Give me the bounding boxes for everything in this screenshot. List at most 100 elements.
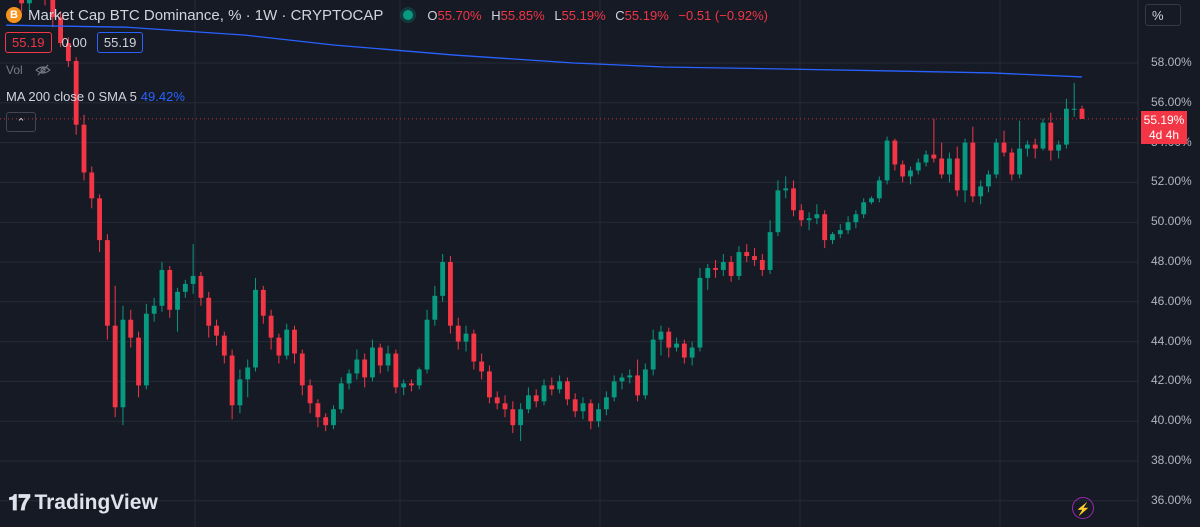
y-tick-label: 50.00% <box>1151 214 1192 229</box>
candle-body <box>869 198 874 203</box>
candle-body <box>845 222 851 231</box>
candle-body <box>471 333 477 362</box>
candle-body <box>720 262 726 270</box>
candle-body <box>588 403 594 422</box>
candle-body <box>681 343 687 358</box>
candle-body <box>884 140 890 181</box>
collapse-legend-button[interactable]: ⌃ <box>6 112 36 132</box>
candle-body <box>1063 108 1069 145</box>
candle-body <box>603 397 609 410</box>
scale-mode-button[interactable]: % <box>1145 4 1181 26</box>
candle-body <box>237 379 243 406</box>
candle-body <box>830 234 835 241</box>
candle-body <box>393 353 399 388</box>
candle-body <box>362 359 368 378</box>
candle-body <box>666 331 672 348</box>
candle-body <box>697 277 703 348</box>
candle-body <box>518 409 524 426</box>
market-status-dot[interactable] <box>403 10 414 20</box>
candle-body <box>440 262 446 296</box>
candle-body <box>487 371 492 398</box>
candle-body <box>814 214 820 219</box>
candle-body <box>627 375 633 378</box>
candle-body <box>549 385 555 390</box>
candle-body <box>432 295 438 320</box>
candle-body <box>689 347 695 358</box>
candle-body <box>416 369 422 386</box>
sell-price-box[interactable]: 55.19 <box>5 32 52 53</box>
candle-body <box>190 275 196 284</box>
candle-body <box>853 214 859 223</box>
tradingview-logo[interactable]: 𝟏𝟕 TradingView <box>8 490 158 516</box>
candle-body <box>674 343 679 348</box>
candle-body <box>1048 122 1054 151</box>
candle-body <box>908 170 913 177</box>
candle-body <box>104 240 110 326</box>
candle-body <box>510 409 516 426</box>
candle-body <box>463 333 469 342</box>
y-tick-label: 48.00% <box>1151 254 1192 268</box>
candle-body <box>331 409 336 426</box>
candle-body <box>900 164 906 177</box>
candle-body <box>954 158 960 191</box>
candle-body <box>923 154 929 163</box>
candle-body <box>1032 144 1038 149</box>
symbol-legend: B Market Cap BTC Dominance, % · 1W · CRY… <box>6 4 774 26</box>
candle-body <box>455 325 461 342</box>
y-tick-label: 52.00% <box>1151 174 1192 189</box>
candle-body <box>947 158 952 175</box>
buy-price-box[interactable]: 55.19 <box>96 32 144 53</box>
candle-body <box>837 230 843 235</box>
candle-body <box>346 373 352 384</box>
candle-body <box>354 359 360 374</box>
candle-body <box>806 218 812 221</box>
y-tick-label: 40.00% <box>1151 413 1192 428</box>
candle-body <box>783 188 789 191</box>
candle-body <box>276 337 282 356</box>
ma-label: MA 200 close 0 SMA 5 <box>6 89 137 104</box>
tradingview-logo-icon: 𝟏𝟕 <box>8 490 31 515</box>
candle-body <box>557 381 563 390</box>
candle-body <box>1040 122 1046 149</box>
candle-body <box>931 154 937 159</box>
candle-body <box>713 267 718 270</box>
candle-body <box>26 0 32 4</box>
y-tick-label: 36.00% <box>1151 492 1192 507</box>
chevron-up-icon: ⌃ <box>16 116 26 129</box>
candle-body <box>284 329 290 356</box>
candle-body <box>198 275 204 298</box>
last-price-tag: 55.19% 4d 4h <box>1141 111 1187 144</box>
candle-body <box>759 260 765 270</box>
candle-body <box>315 403 321 418</box>
candle-body <box>541 385 547 402</box>
candle-body <box>728 262 734 276</box>
candle-body <box>151 305 157 314</box>
candle-body <box>611 381 617 398</box>
candle-body <box>97 198 102 241</box>
candle-body <box>182 283 188 292</box>
candle-body <box>377 347 383 366</box>
candle-body <box>260 289 266 316</box>
candle-body <box>876 180 882 199</box>
symbol-title[interactable]: Market Cap BTC Dominance, % · 1W · CRYPT… <box>28 6 384 24</box>
lightning-icon[interactable]: ⚡ <box>1072 497 1094 519</box>
candle-body <box>479 361 485 372</box>
spread-value: 0.00 <box>61 35 87 50</box>
candle-body <box>424 319 430 370</box>
candle-body <box>206 297 212 326</box>
candle-body <box>292 329 297 354</box>
ma-legend[interactable]: MA 200 close 0 SMA 5 49.42% <box>6 89 185 104</box>
last-price-value: 55.19% <box>1143 113 1185 127</box>
candle-body <box>736 252 742 276</box>
candle-body <box>1025 144 1030 149</box>
volume-label: Vol <box>6 63 23 77</box>
candle-body <box>1056 144 1062 151</box>
candle-body <box>385 353 391 366</box>
candle-body <box>767 232 773 270</box>
candle-body <box>338 383 344 410</box>
candle-body <box>494 397 500 404</box>
candle-body <box>744 252 750 257</box>
eye-hidden-icon[interactable] <box>34 64 51 76</box>
candle-body <box>159 269 165 306</box>
